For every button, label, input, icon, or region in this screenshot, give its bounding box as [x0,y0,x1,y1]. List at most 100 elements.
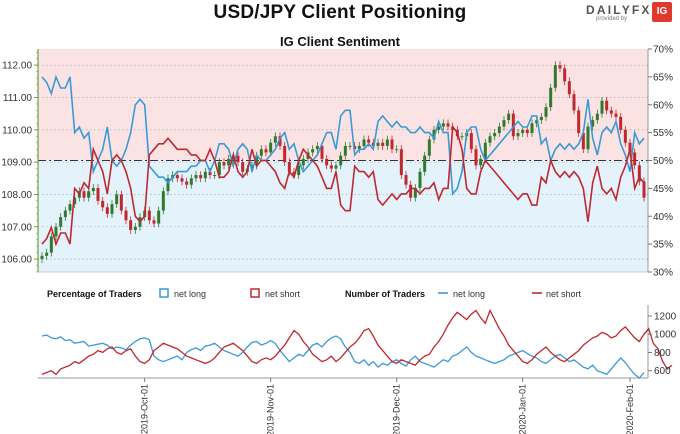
chart-subtitle: IG Client Sentiment [280,34,400,49]
candle-body [133,226,137,230]
candle-body [418,171,422,188]
candle-body [493,133,497,137]
candle-body [301,158,305,166]
candle-body [189,178,193,185]
left-tick-label: 107.00 [1,222,32,233]
candle-body [203,171,207,179]
candle-body [194,175,198,179]
candle-body [40,255,44,260]
candle-body [180,178,184,182]
right-tick-label: 60% [653,100,673,111]
candle-body [73,197,77,205]
candle-body [101,200,105,208]
candle-body [297,165,301,176]
candle-body [563,68,567,82]
candle-body [343,145,347,156]
candle-body [619,116,623,130]
bottom-right-tick-label: 600 [654,366,671,377]
candle-body [269,142,273,153]
left-tick-label: 108.00 [1,190,32,201]
candle-body [362,139,366,146]
candle-body [637,165,641,182]
date-tick-label: 2019-Dec-01 [392,384,402,434]
ig-logo-icon: IG [652,2,672,22]
candle-body [581,133,585,150]
candle-body [227,158,231,166]
candle-body [483,142,487,159]
bottom-right-tick-label: 1000 [654,330,677,341]
candle-body [511,113,515,137]
candle-body [278,136,282,146]
candle-body [605,100,609,111]
num-net-short-line [41,308,673,376]
candle-body [539,116,543,121]
candle-body [553,65,557,88]
candle-body [385,139,389,146]
candle-body [441,123,445,127]
candle-body [628,142,632,153]
candle-body [399,149,403,176]
legend-num-long-label: net long [453,289,485,299]
candle-body [68,204,72,211]
candle-body [600,100,604,114]
bottom-right-tick-label: 800 [654,348,671,359]
candle-body [45,252,49,256]
candle-body [558,65,562,69]
candle-body [213,175,217,177]
candle-body [315,145,319,150]
candle-body [147,210,151,221]
candle-body [283,145,287,163]
candle-body [161,191,165,211]
candle-body [423,155,427,172]
date-tick-label: 2019-Nov-01 [266,384,276,434]
candle-body [413,187,417,198]
candle-body [572,94,576,111]
candle-body [110,204,114,214]
candle-body [255,155,259,166]
legend-pct-long-label: net long [174,289,206,299]
candle-body [591,120,595,127]
candle-body [87,191,91,198]
candle-body [54,226,58,237]
candle-body [334,165,338,169]
candle-body [115,194,119,205]
candle-body [325,158,329,166]
date-tick-label: 2020-Jan-01 [518,384,528,434]
left-tick-label: 109.00 [1,158,32,169]
long-zone [38,160,648,272]
candle-body [469,133,473,150]
right-tick-label: 40% [653,212,673,223]
right-tick-label: 55% [653,128,673,139]
legend-number-label: Number of Traders [345,289,425,299]
candle-body [642,181,646,198]
legend-num-short-label: net short [546,289,582,299]
candle-body [390,139,394,150]
candle-body [530,123,534,134]
candle-body [479,158,483,166]
candle-body [367,139,371,143]
candle-body [609,110,613,114]
candle-body [105,207,109,214]
candle-body [259,149,263,156]
candle-body [409,184,413,198]
candle-body [502,120,506,127]
candle-body [82,191,86,198]
legend-pct-long-swatch [159,288,169,298]
candle-body [236,155,240,163]
candle-body [567,81,571,95]
candle-body [217,162,221,176]
candle-body [222,162,226,166]
candle-body [614,113,618,117]
date-tick-label: 2020-Feb-01 [625,384,635,434]
right-tick-label: 50% [653,156,673,167]
candle-body [544,107,548,117]
num-net-long-line [41,334,645,379]
right-tick-label: 30% [653,268,673,279]
candle-body [497,126,501,134]
net-long-line [41,74,645,196]
candle-body [535,120,539,124]
candle-body [157,210,161,224]
brand-name: DAILYFX [586,3,652,17]
